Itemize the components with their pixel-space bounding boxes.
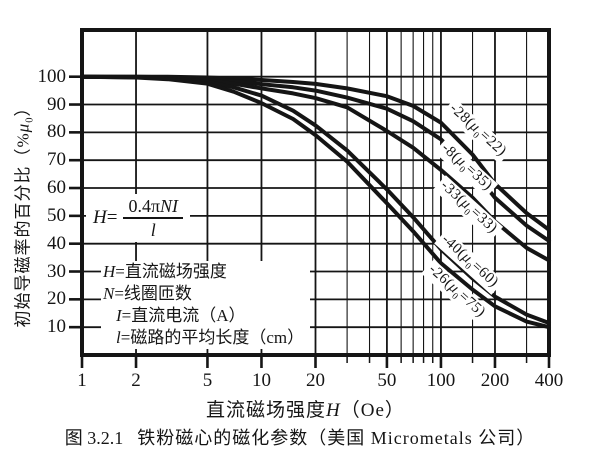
- mu-symbol: μ: [13, 122, 33, 133]
- legend-var-l: l: [116, 328, 121, 347]
- legend-var-n: N: [103, 284, 115, 303]
- plot-frame: [80, 28, 551, 357]
- formula-fraction: 0.4πNI l: [123, 196, 184, 240]
- legend-line-n: N=线圈匝数: [103, 283, 304, 305]
- legend-var-h: H: [103, 262, 116, 281]
- figure-caption: 图 3.2.1 铁粉磁心的磁化参数（美国 Micrometals 公司）: [0, 424, 600, 450]
- y-axis-title-text: 初始导磁率的百分比（%: [13, 132, 33, 328]
- legend-line-h: H=直流磁场强度: [103, 261, 304, 283]
- figure-caption-text: 铁粉磁心的磁化参数（美国 Micrometals 公司）: [137, 428, 536, 448]
- figure-number: 图 3.2.1: [64, 428, 124, 448]
- symbol-legend: H=直流磁场强度 N=线圈匝数 I=直流电流（A） l=磁路的平均长度（cm）: [101, 261, 311, 349]
- legend-var-i: I: [116, 306, 122, 325]
- formula-h: H: [93, 207, 107, 228]
- formula-denominator: l: [151, 219, 156, 240]
- legend-text-h: =直流磁场强度: [115, 262, 227, 281]
- legend-line-l: l=磁路的平均长度（cm）: [103, 327, 304, 349]
- x-axis-title-unit: （Oe）: [340, 400, 405, 421]
- x-axis-title: 直流磁场强度H（Oe）: [206, 395, 405, 422]
- legend-line-i: I=直流电流（A）: [103, 305, 304, 327]
- formula-num-vars: NI: [160, 196, 179, 216]
- mu-subscript: 0: [24, 116, 36, 123]
- formula-numerator: 0.4πNI: [123, 196, 184, 219]
- formula-lhs: H=: [93, 207, 117, 229]
- formula-num-const: 0.4π: [128, 196, 161, 216]
- formula-block: H= 0.4πNI l: [86, 194, 191, 242]
- legend-text-n: =线圈匝数: [114, 284, 192, 303]
- y-axis-title-close: ）: [13, 98, 33, 117]
- x-axis-title-h: H: [326, 400, 341, 421]
- legend-text-i: =直流电流（A）: [121, 306, 246, 325]
- formula-equals: =: [106, 207, 118, 228]
- y-axis-title: 初始导磁率的百分比（%μ0）: [8, 99, 35, 328]
- x-axis-title-text: 直流磁场强度: [206, 400, 327, 421]
- formula-den-var: l: [150, 220, 156, 240]
- legend-text-l: =磁路的平均长度（cm）: [120, 328, 305, 347]
